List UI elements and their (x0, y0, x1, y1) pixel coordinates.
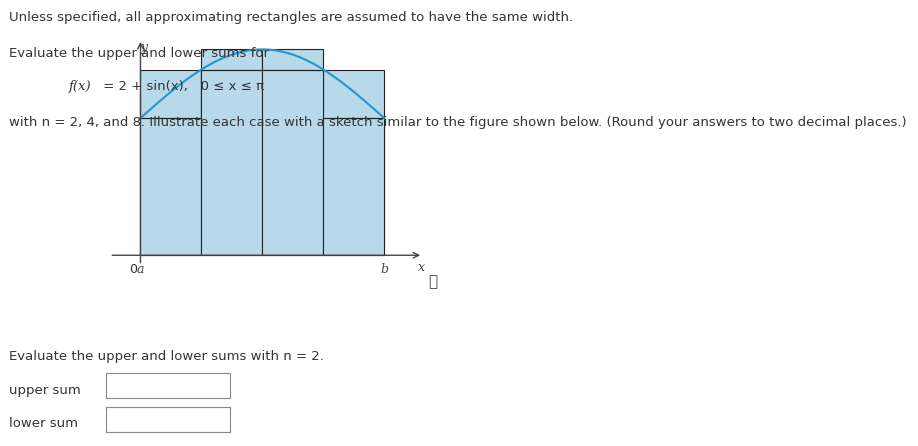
Text: x: x (419, 261, 425, 274)
Bar (140, 118, 201, 255)
Bar (106, 373, 230, 398)
Bar (323, 118, 385, 255)
Text: Evaluate the upper and lower sums for: Evaluate the upper and lower sums for (9, 47, 269, 60)
Text: ⓘ: ⓘ (429, 274, 438, 289)
Bar (106, 407, 230, 432)
Text: 0: 0 (129, 263, 137, 276)
Text: upper sum: upper sum (9, 384, 81, 396)
Text: a: a (137, 263, 144, 276)
Bar (263, 50, 323, 255)
Text: f(x): f(x) (69, 80, 92, 93)
Bar (140, 70, 201, 255)
Bar (201, 70, 263, 255)
Text: Evaluate the upper and lower sums with n = 2.: Evaluate the upper and lower sums with n… (9, 350, 324, 363)
Text: y: y (140, 41, 147, 54)
Bar (263, 70, 323, 255)
Text: Unless specified, all approximating rectangles are assumed to have the same widt: Unless specified, all approximating rect… (9, 11, 574, 24)
Bar (323, 70, 385, 255)
Text: with n = 2, 4, and 8. Illustrate each case with a sketch similar to the figure s: with n = 2, 4, and 8. Illustrate each ca… (9, 116, 907, 129)
Text: = 2 + sin(x),   0 ≤ x ≤ π: = 2 + sin(x), 0 ≤ x ≤ π (99, 80, 264, 93)
Text: lower sum: lower sum (9, 417, 78, 430)
Bar (201, 50, 263, 255)
Text: b: b (380, 263, 388, 276)
